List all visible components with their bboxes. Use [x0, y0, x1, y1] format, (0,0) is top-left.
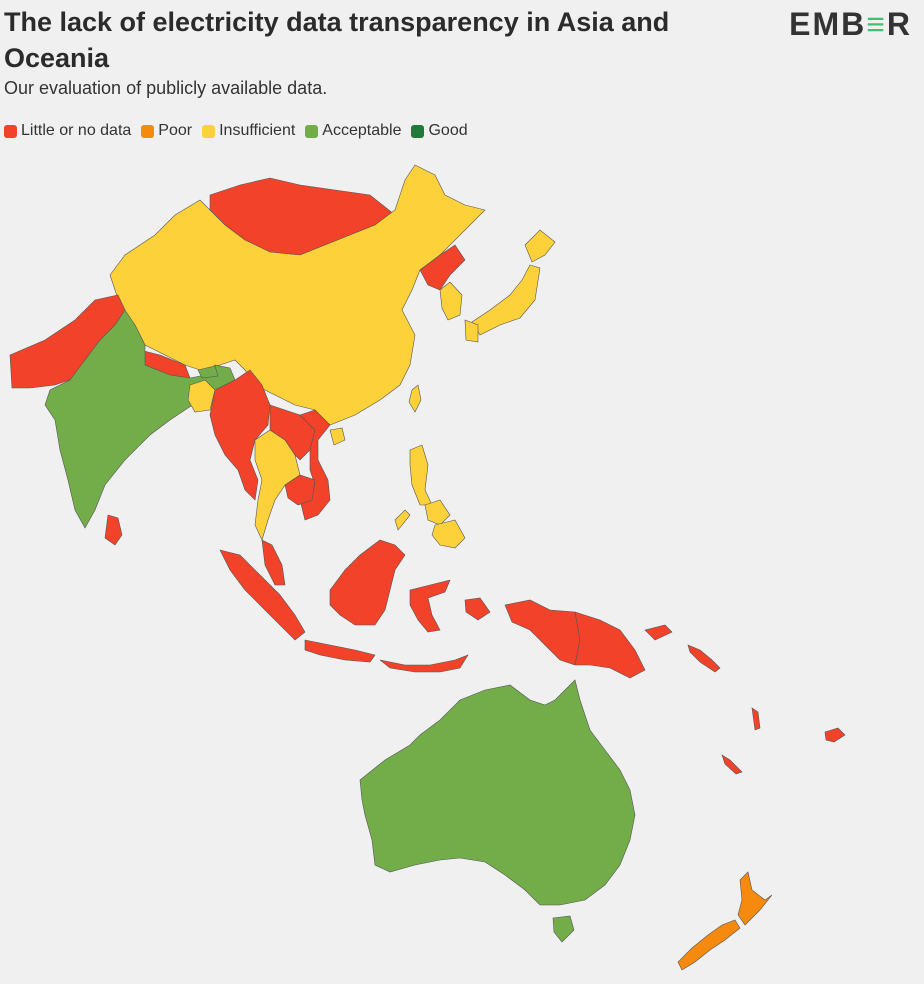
- legend-swatch-good: [411, 124, 425, 138]
- region-japan-hokkaido[interactable]: [524, 229, 556, 263]
- logo-text-c: R: [886, 6, 912, 42]
- region-vanuatu[interactable]: [751, 707, 761, 731]
- region-papua-new-guinea[interactable]: [574, 611, 646, 679]
- region-philippines-luzon[interactable]: [409, 444, 433, 506]
- region-japan-honshu[interactable]: [471, 264, 541, 336]
- region-taiwan[interactable]: [408, 384, 422, 413]
- legend-swatch-poor: [141, 124, 155, 138]
- region-cambodia[interactable]: [284, 474, 316, 506]
- region-bangladesh[interactable]: [187, 379, 216, 413]
- region-philippines-mindanao[interactable]: [431, 519, 466, 549]
- region-south-korea[interactable]: [439, 281, 463, 321]
- region-fiji[interactable]: [824, 727, 846, 743]
- region-new-zealand-north[interactable]: [737, 871, 773, 926]
- legend-label-acceptable: Acceptable: [322, 122, 402, 139]
- region-borneo[interactable]: [329, 539, 406, 626]
- region-java[interactable]: [304, 639, 376, 663]
- legend-label-little: Little or no data: [21, 122, 132, 139]
- region-philippines-visayas[interactable]: [424, 499, 451, 526]
- legend-item-insufficient[interactable]: Insufficient: [202, 122, 295, 140]
- page-title: The lack of electricity data transparenc…: [4, 7, 670, 73]
- legend-swatch-insufficient: [202, 124, 216, 138]
- region-new-britain[interactable]: [644, 624, 673, 641]
- choropleth-map: [9, 164, 846, 971]
- region-tasmania[interactable]: [552, 915, 575, 943]
- legend-label-insufficient: Insufficient: [219, 122, 296, 139]
- legend-item-poor[interactable]: Poor: [141, 122, 192, 140]
- region-hainan[interactable]: [329, 427, 346, 446]
- logo-text-a: EMB: [789, 6, 867, 42]
- ember-logo: EMB≡R: [789, 6, 912, 43]
- legend-label-poor: Poor: [158, 122, 193, 139]
- region-north-korea[interactable]: [419, 244, 466, 291]
- region-moluccas[interactable]: [464, 597, 491, 621]
- region-bhutan[interactable]: [197, 365, 219, 379]
- region-sulawesi[interactable]: [409, 579, 451, 633]
- region-sumatra[interactable]: [219, 549, 306, 641]
- legend-swatch-little: [4, 124, 17, 138]
- region-new-caledonia[interactable]: [721, 754, 743, 775]
- region-new-zealand-south[interactable]: [677, 919, 741, 971]
- region-sri-lanka[interactable]: [104, 514, 123, 546]
- logo-text-b: ≡: [866, 6, 887, 42]
- legend-item-good[interactable]: Good: [411, 122, 468, 140]
- legend-label-good: Good: [428, 122, 468, 139]
- legend-swatch-acceptable: [305, 124, 319, 138]
- region-japan-kyushu[interactable]: [464, 319, 479, 343]
- region-new-guinea-west[interactable]: [504, 599, 581, 666]
- region-india[interactable]: [44, 309, 236, 529]
- region-palawan[interactable]: [394, 509, 411, 531]
- legend-item-acceptable[interactable]: Acceptable: [305, 122, 401, 140]
- region-malaysia-peninsula[interactable]: [261, 539, 286, 586]
- page-subtitle: Our evaluation of publicly available dat…: [4, 78, 328, 98]
- legend-item-little[interactable]: Little or no data: [4, 122, 131, 140]
- region-lesser-sunda[interactable]: [379, 654, 469, 673]
- legend: Little or no data Poor Insufficient Acce…: [4, 122, 468, 140]
- region-australia[interactable]: [359, 679, 636, 906]
- region-solomon-islands[interactable]: [687, 644, 721, 673]
- region-myanmar[interactable]: [209, 369, 271, 501]
